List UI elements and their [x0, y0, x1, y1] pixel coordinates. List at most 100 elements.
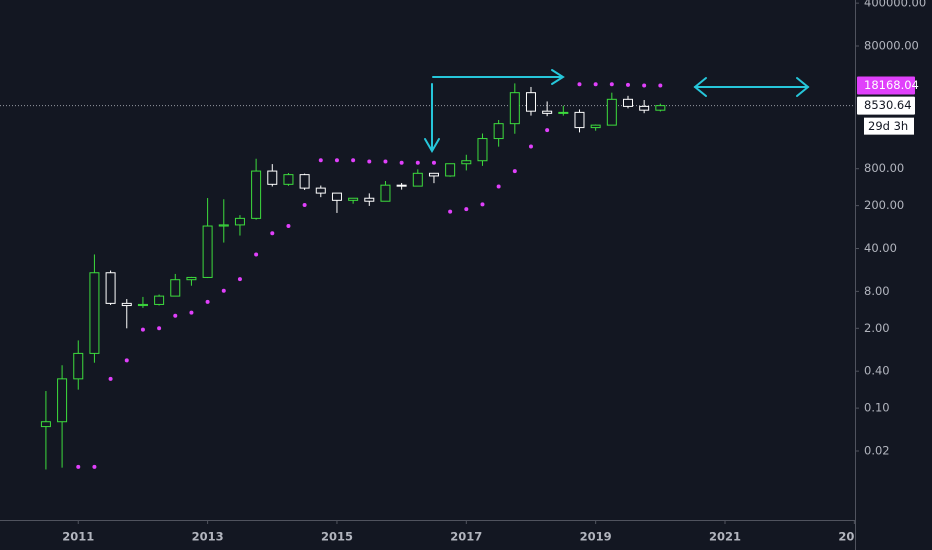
sar-dot [92, 464, 97, 469]
countdown-label: 29d 3h [868, 119, 908, 133]
sar-dot [464, 207, 469, 212]
sar-dot [205, 299, 210, 304]
y-axis: 400000.00 80000.00 800.00 200.00 40.00 8.00 2.… [855, 0, 926, 457]
sar-dot [609, 82, 614, 87]
sar-dot [415, 160, 420, 165]
sar-dot [221, 288, 226, 293]
x-tick-label: 2017 [450, 530, 482, 544]
x-tick-label: 2013 [192, 530, 224, 544]
sar-dot [593, 82, 598, 87]
sar-dot [528, 144, 533, 149]
candle-body [89, 272, 100, 354]
sar-dot [448, 209, 453, 214]
price-tag-label: 8530.64 [864, 98, 912, 112]
candle-body [412, 172, 423, 187]
candle-body [154, 295, 165, 305]
sar-dot [512, 169, 517, 174]
sar-dot [124, 358, 129, 363]
candle-body [186, 276, 197, 281]
sar-dot [318, 158, 323, 163]
sar-dot [173, 313, 178, 318]
sar-dot [302, 202, 307, 207]
drawings [424, 69, 810, 153]
y-tick-label: 0.10 [864, 401, 890, 415]
sar-dot [658, 83, 663, 88]
candle-body [655, 105, 666, 111]
candle-body [202, 225, 213, 278]
candle-body [477, 138, 488, 162]
arrow-head [424, 138, 440, 153]
candle-body [574, 111, 585, 129]
y-tick-label: 80000.00 [864, 39, 919, 53]
price-tag-box [857, 96, 915, 115]
candle-body [40, 421, 51, 428]
candle-body [283, 174, 294, 185]
sar-dot [496, 184, 501, 189]
y-tick-label: 2.00 [864, 321, 890, 335]
arrow-head [693, 77, 707, 97]
y-tick-label: 8.00 [864, 284, 890, 298]
sar-dot [431, 160, 436, 165]
sar-tag-box [857, 76, 915, 95]
candle-body [251, 170, 262, 219]
sar-dot [480, 202, 485, 207]
candle-body [121, 302, 132, 307]
y-tick-label: 200.00 [864, 198, 904, 212]
candle-body [299, 174, 310, 189]
sar-dot [642, 83, 647, 88]
y-tick-label: 0.02 [864, 443, 890, 457]
sar-dot [237, 277, 242, 282]
candle-body [73, 352, 84, 380]
candle-body [57, 378, 68, 423]
sar-tag-label: 18168.04 [864, 78, 919, 92]
countdown-box [864, 117, 914, 135]
sar-dot [76, 464, 81, 469]
candle-body [315, 187, 326, 194]
candle-body [542, 110, 553, 114]
y-tick-label: 0.40 [864, 364, 890, 378]
x-tick-label: 2023 [838, 530, 870, 544]
sar-dot [108, 376, 113, 381]
candle-body [364, 197, 375, 202]
sar-tag: 18168.04 [857, 76, 919, 95]
candle-body [493, 123, 504, 140]
sar-dot [334, 158, 339, 163]
x-tick-label: 2021 [709, 530, 741, 544]
candle-body [622, 98, 633, 107]
sar-dot [625, 82, 630, 87]
x-tick-label: 2015 [321, 530, 353, 544]
candle-body [267, 170, 278, 185]
x-tick-label: 2011 [62, 530, 94, 544]
candle-body [509, 92, 520, 125]
candle-body [380, 184, 391, 202]
x-axis: 2011 2013 2015 2017 2019 2021 2023 [62, 520, 870, 544]
y-tick-label: 40.00 [864, 241, 897, 255]
y-tick-label: 800.00 [864, 161, 904, 175]
sar-dot [383, 159, 388, 164]
candle-body [639, 105, 650, 111]
sar-dot [399, 160, 404, 165]
x-tick-label: 2019 [580, 530, 612, 544]
candle-body [137, 303, 148, 307]
candle-body [105, 272, 116, 304]
sar-dot [270, 231, 275, 236]
candle-body [590, 124, 601, 129]
arrow-head [551, 69, 565, 85]
sar-dot [254, 252, 259, 257]
candle-body [428, 172, 439, 177]
plot-area [0, 82, 855, 470]
candle-body [234, 217, 245, 226]
candle-body [525, 92, 536, 112]
candle-body [396, 184, 407, 187]
sar-dot [577, 82, 582, 87]
y-tick-label: 400000.00 [864, 0, 926, 10]
candle-body [218, 224, 229, 227]
candle-body [170, 279, 181, 297]
candle-body [348, 197, 359, 201]
sar-dot [286, 224, 291, 229]
candle-body [558, 111, 569, 114]
sar-dot [189, 310, 194, 315]
